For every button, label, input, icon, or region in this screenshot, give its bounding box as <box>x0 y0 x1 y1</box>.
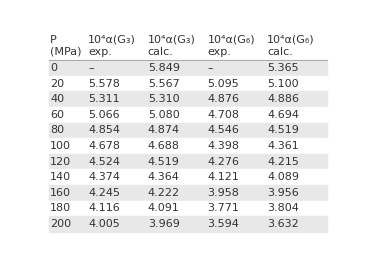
Text: 10⁴α(G₃): 10⁴α(G₃) <box>88 35 136 45</box>
Text: 5.311: 5.311 <box>88 94 120 104</box>
Text: 3.956: 3.956 <box>267 188 299 198</box>
Text: 4.854: 4.854 <box>88 125 120 135</box>
Text: (MPa): (MPa) <box>50 47 82 56</box>
Text: exp.: exp. <box>208 47 231 56</box>
Text: 200: 200 <box>50 219 71 229</box>
Text: 0: 0 <box>50 63 57 73</box>
Text: 3.594: 3.594 <box>208 219 239 229</box>
Text: 4.245: 4.245 <box>88 188 120 198</box>
Text: 100: 100 <box>50 141 71 151</box>
Text: 4.876: 4.876 <box>208 94 239 104</box>
Text: 40: 40 <box>50 94 64 104</box>
Bar <box>49 138 326 154</box>
Text: 120: 120 <box>50 157 71 167</box>
Text: 180: 180 <box>50 204 71 214</box>
Text: 4.678: 4.678 <box>88 141 120 151</box>
Text: 5.310: 5.310 <box>148 94 179 104</box>
Text: 4.116: 4.116 <box>88 204 120 214</box>
Text: 4.519: 4.519 <box>267 125 299 135</box>
Text: 3.632: 3.632 <box>267 219 299 229</box>
Text: 5.849: 5.849 <box>148 63 180 73</box>
Text: 80: 80 <box>50 125 64 135</box>
Text: 4.121: 4.121 <box>208 172 239 182</box>
Text: 160: 160 <box>50 188 71 198</box>
Bar <box>49 154 326 169</box>
Text: 4.708: 4.708 <box>208 110 239 120</box>
Text: 4.688: 4.688 <box>148 141 180 151</box>
Text: 4.222: 4.222 <box>148 188 180 198</box>
Text: 3.771: 3.771 <box>208 204 239 214</box>
Text: 4.546: 4.546 <box>208 125 239 135</box>
Bar <box>49 122 326 138</box>
Bar <box>49 60 326 76</box>
Text: 5.080: 5.080 <box>148 110 180 120</box>
Text: 5.578: 5.578 <box>88 79 120 88</box>
Text: 4.694: 4.694 <box>267 110 299 120</box>
Text: 5.095: 5.095 <box>208 79 239 88</box>
Text: calc.: calc. <box>267 47 293 56</box>
Text: 4.364: 4.364 <box>148 172 180 182</box>
Text: 4.005: 4.005 <box>88 219 120 229</box>
Text: 4.519: 4.519 <box>148 157 180 167</box>
Text: 5.100: 5.100 <box>267 79 299 88</box>
Text: –: – <box>208 63 213 73</box>
Text: 4.215: 4.215 <box>267 157 299 167</box>
Text: 3.804: 3.804 <box>267 204 299 214</box>
Text: 4.398: 4.398 <box>208 141 239 151</box>
Bar <box>49 216 326 232</box>
Text: 10⁴α(G₆): 10⁴α(G₆) <box>208 35 255 45</box>
Bar <box>49 169 326 185</box>
Bar <box>49 76 326 91</box>
Text: 3.969: 3.969 <box>148 219 180 229</box>
Text: 4.276: 4.276 <box>208 157 239 167</box>
Text: 3.958: 3.958 <box>208 188 239 198</box>
Text: 4.874: 4.874 <box>148 125 180 135</box>
Text: 140: 140 <box>50 172 71 182</box>
Bar <box>49 91 326 107</box>
Bar <box>49 185 326 201</box>
Text: 4.886: 4.886 <box>267 94 299 104</box>
Text: 4.361: 4.361 <box>267 141 299 151</box>
Text: calc.: calc. <box>148 47 174 56</box>
Text: 20: 20 <box>50 79 64 88</box>
Text: 4.089: 4.089 <box>267 172 299 182</box>
Text: 60: 60 <box>50 110 64 120</box>
Bar <box>49 201 326 216</box>
Text: 4.374: 4.374 <box>88 172 120 182</box>
Bar <box>49 107 326 122</box>
Text: 4.091: 4.091 <box>148 204 180 214</box>
Text: –: – <box>88 63 94 73</box>
Text: exp.: exp. <box>88 47 112 56</box>
Text: 5.567: 5.567 <box>148 79 180 88</box>
Text: 5.066: 5.066 <box>88 110 120 120</box>
Text: 10⁴α(G₆): 10⁴α(G₆) <box>267 35 315 45</box>
Text: 10⁴α(G₃): 10⁴α(G₃) <box>148 35 196 45</box>
Text: P: P <box>50 35 57 45</box>
Text: 5.365: 5.365 <box>267 63 299 73</box>
Text: 4.524: 4.524 <box>88 157 120 167</box>
